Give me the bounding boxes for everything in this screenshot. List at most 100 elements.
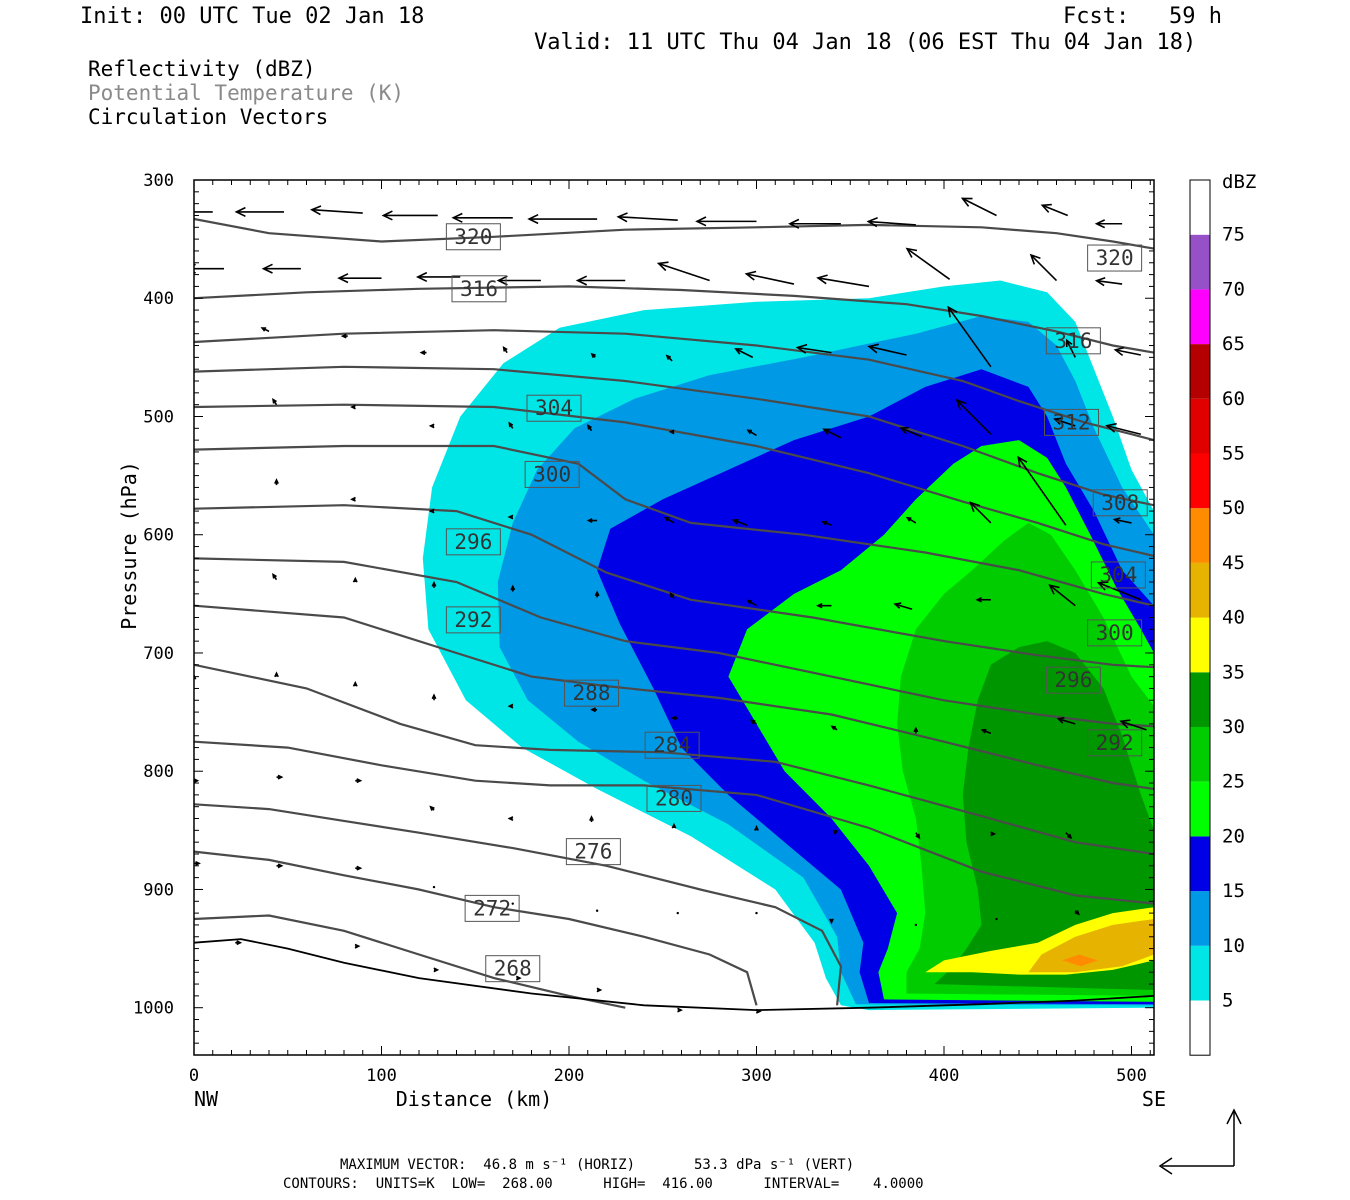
wind-vector <box>915 832 921 840</box>
wind-vector-head <box>234 206 246 218</box>
wind-vector-head <box>1112 517 1121 524</box>
wind-vector <box>669 591 675 600</box>
wind-vector-shaft <box>956 399 992 435</box>
theta-label-text: 312 <box>1053 410 1091 434</box>
footer-max-vector: MAXIMUM VECTOR: 46.8 m s⁻¹ (HORIZ) 53.3 … <box>340 1157 855 1173</box>
theta-label-box <box>526 394 582 422</box>
wind-vector-head <box>381 210 393 221</box>
wind-vector <box>676 911 679 915</box>
theta-label-296: 296 <box>445 528 501 556</box>
theta-label-308: 308 <box>1092 489 1148 517</box>
wind-vector-head <box>744 270 757 281</box>
wind-vector-head <box>1119 719 1131 729</box>
x-tick-label: 500 <box>1116 1066 1147 1086</box>
colorbar-label: 15 <box>1222 880 1245 902</box>
wind-vector-head <box>899 426 909 435</box>
wind-vector <box>960 197 997 217</box>
wind-vector <box>788 218 841 229</box>
wind-vector-head <box>829 918 834 925</box>
terrain-line <box>194 938 1154 1012</box>
theta-label-text: 276 <box>574 840 612 864</box>
wind-vector <box>590 352 596 358</box>
wind-vector <box>822 428 842 439</box>
y-tick-label: 400 <box>143 289 174 309</box>
wind-vector <box>795 343 832 354</box>
theta-label-text: 296 <box>454 530 492 554</box>
theta-label-text: 320 <box>454 225 492 249</box>
wind-vector <box>428 508 435 514</box>
x-tick-label: 400 <box>929 1066 960 1086</box>
wind-vector-head <box>356 865 363 871</box>
wind-vector <box>754 825 759 831</box>
theta-label-320: 320 <box>1087 244 1143 272</box>
colorbar-label: 30 <box>1222 716 1245 738</box>
wind-vector <box>575 275 626 286</box>
wind-vector <box>337 273 382 284</box>
terrain-surface <box>194 938 1154 1012</box>
wind-vector-shaft <box>658 262 710 282</box>
wind-vector-head <box>260 327 267 332</box>
wind-vector-head <box>451 212 463 223</box>
colorbar-label: 45 <box>1222 552 1245 574</box>
wind-vector-head <box>749 719 756 725</box>
colorbar-swatch <box>1190 453 1210 509</box>
wind-vector <box>731 518 748 527</box>
wind-vector-head <box>821 520 828 526</box>
wind-vector <box>194 860 201 866</box>
wind-vector <box>1119 719 1147 731</box>
wind-vector <box>969 501 992 524</box>
wind-vector <box>350 496 356 502</box>
theta-label-320: 320 <box>445 223 501 251</box>
x-tick-label: 0 <box>189 1066 199 1086</box>
wind-vector-shaft <box>618 216 678 222</box>
wind-vector <box>431 580 437 588</box>
wind-vector-head <box>272 573 277 579</box>
wind-vector <box>1048 584 1076 607</box>
theta-label-box <box>1092 489 1148 517</box>
wind-vector-head <box>969 501 981 513</box>
wind-vector-head <box>867 343 879 354</box>
colorbar-label: 20 <box>1222 825 1245 847</box>
theta-label-288: 288 <box>564 679 619 707</box>
wind-vector-head <box>915 833 921 840</box>
wind-vector-shaft <box>1114 518 1132 524</box>
wind-vector <box>746 429 757 437</box>
x-tick-label: 300 <box>741 1066 772 1086</box>
wind-vector-shaft <box>906 248 951 280</box>
wind-vector-head <box>575 275 588 286</box>
wind-vector <box>816 602 832 609</box>
theta-contour-308 <box>194 365 1154 507</box>
wind-vector <box>596 987 603 993</box>
x-axis-left-end: NW <box>194 1087 219 1111</box>
wind-vector <box>527 213 598 225</box>
wind-vector-head <box>594 590 600 597</box>
init-time: Init: 00 UTC Tue 02 Jan 18 <box>80 4 425 29</box>
wind-vector-shaft <box>1054 418 1076 427</box>
wind-vector <box>1053 417 1076 427</box>
wind-vector <box>830 725 838 731</box>
wind-vector-shaft <box>311 208 363 214</box>
theta-contour-276 <box>194 803 843 1006</box>
theta-contour-296 <box>194 504 1154 669</box>
wind-vector-head <box>980 728 987 734</box>
theta-label-box <box>1087 729 1143 757</box>
wind-vector-head <box>1048 584 1060 595</box>
theta-label-text: 284 <box>653 733 691 757</box>
wind-vector <box>352 680 358 687</box>
wind-vector <box>755 911 758 915</box>
wind-vector-head <box>433 967 440 973</box>
wind-vector-head <box>616 212 628 223</box>
wind-vector <box>990 831 997 837</box>
theta-contour-284 <box>194 663 1154 856</box>
wind-vector <box>309 205 363 216</box>
wind-vector-head <box>746 429 753 435</box>
wind-vector-head <box>1066 338 1073 347</box>
colorbar-swatch <box>1190 891 1210 946</box>
wind-vector <box>616 212 678 223</box>
wind-vector <box>905 516 917 524</box>
wind-vector <box>507 816 514 822</box>
wind-vector <box>1074 910 1081 916</box>
theta-label-box <box>1045 327 1101 355</box>
wind-vector <box>867 343 907 356</box>
x-tick-label: 100 <box>366 1066 397 1086</box>
